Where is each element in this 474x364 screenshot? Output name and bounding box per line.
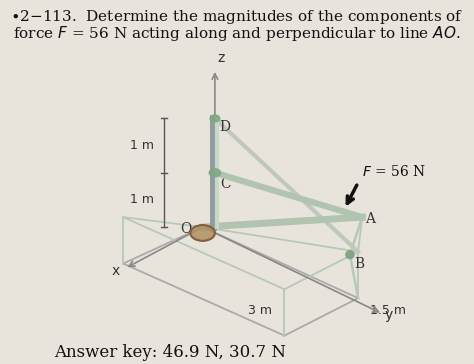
Text: 3 m: 3 m [248, 304, 272, 317]
Ellipse shape [346, 251, 354, 259]
Text: 1 m: 1 m [130, 139, 155, 152]
Text: Answer key: 46.9 N, 30.7 N: Answer key: 46.9 N, 30.7 N [55, 344, 286, 360]
Text: A: A [365, 212, 375, 226]
Ellipse shape [210, 115, 220, 122]
Ellipse shape [209, 169, 220, 177]
Text: B: B [354, 257, 364, 271]
Text: C: C [220, 177, 230, 191]
Text: D: D [219, 120, 230, 134]
Text: z: z [218, 51, 225, 65]
Text: 1 m: 1 m [130, 193, 155, 206]
Text: $\bullet$2$-$113.  Determine the magnitudes of the components of: $\bullet$2$-$113. Determine the magnitud… [10, 8, 464, 26]
Text: y: y [384, 308, 392, 322]
Text: $F$ = 56 N: $F$ = 56 N [362, 164, 426, 179]
Text: x: x [112, 264, 120, 278]
Ellipse shape [191, 226, 214, 240]
Text: force $F$ = 56 N acting along and perpendicular to line $AO$.: force $F$ = 56 N acting along and perpen… [13, 24, 461, 43]
Text: O: O [180, 222, 191, 236]
Text: 1.5 m: 1.5 m [370, 304, 406, 317]
